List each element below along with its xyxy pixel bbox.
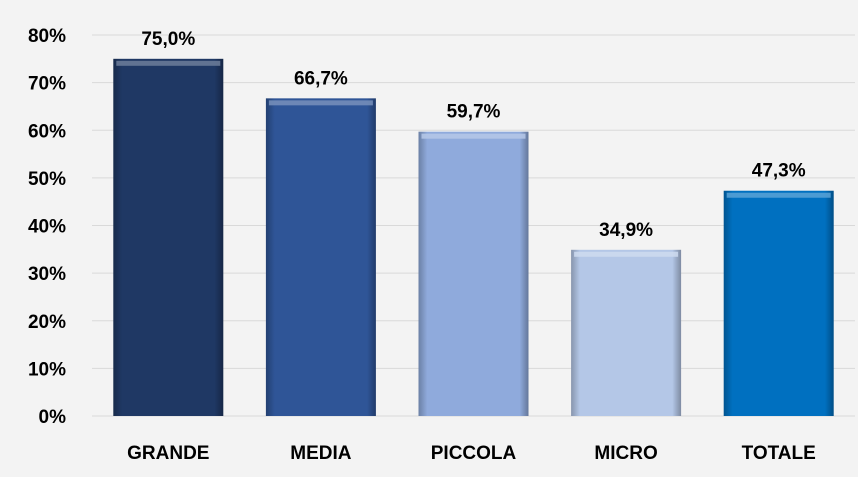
y-tick-label: 40% <box>28 217 66 238</box>
data-labels: 75,0% 66,7% 59,7% 34,9% 47,3% <box>141 29 805 241</box>
bar-highlight <box>421 133 526 139</box>
y-axis-tick-labels: 0% 10% 20% 30% 40% 50% 60% 70% 80% <box>28 26 66 428</box>
data-label: 59,7% <box>447 102 501 123</box>
data-label: 66,7% <box>294 68 348 89</box>
y-tick-label: 50% <box>28 169 66 190</box>
y-tick-label: 0% <box>39 407 67 428</box>
bar <box>418 131 529 416</box>
bar-grande <box>113 58 224 416</box>
bar <box>265 98 376 416</box>
x-category-label: MICRO <box>594 443 657 464</box>
bar <box>571 249 682 416</box>
bar-highlight <box>268 100 373 106</box>
bars <box>113 58 834 416</box>
y-tick-label: 10% <box>28 359 66 380</box>
y-tick-label: 70% <box>28 74 66 95</box>
data-label: 47,3% <box>752 161 806 182</box>
bar-totale <box>723 190 834 416</box>
x-category-label: PICCOLA <box>431 443 517 464</box>
bar-highlight <box>726 192 831 198</box>
bar-media <box>265 98 376 416</box>
y-tick-label: 20% <box>28 312 66 333</box>
bar-micro <box>571 249 682 416</box>
y-tick-label: 30% <box>28 264 66 285</box>
x-category-label: MEDIA <box>290 443 352 464</box>
bar-highlight <box>574 251 679 257</box>
data-label: 75,0% <box>141 29 195 50</box>
x-category-label: GRANDE <box>127 443 209 464</box>
data-label: 34,9% <box>599 220 653 241</box>
x-category-label: TOTALE <box>742 443 816 464</box>
x-axis-category-labels: GRANDE MEDIA PICCOLA MICRO TOTALE <box>127 443 816 464</box>
bar <box>113 58 224 416</box>
bar <box>723 190 834 416</box>
y-tick-label: 60% <box>28 121 66 142</box>
bar-highlight <box>116 60 221 66</box>
y-tick-label: 80% <box>28 26 66 47</box>
bar-piccola <box>418 131 529 416</box>
